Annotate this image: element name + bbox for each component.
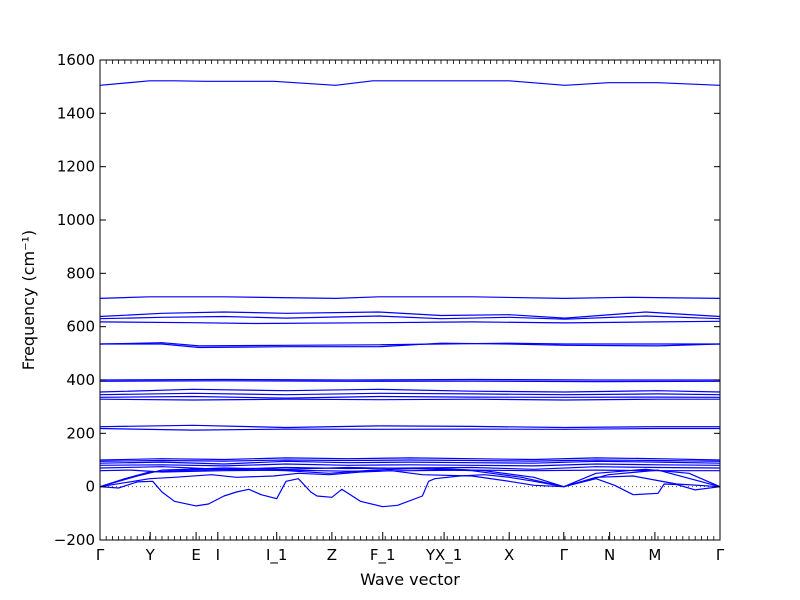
y-axis-label-unit: (cm⁻¹): [19, 230, 38, 282]
y-tick-label: 800: [66, 264, 95, 282]
x-tick-label: Γ: [716, 546, 725, 564]
band-line-18: [99, 460, 721, 465]
x-tick-label: Γ: [96, 546, 105, 564]
y-axis-label-text: Frequency: [19, 288, 38, 371]
axes: −200 0 200 400 600 800 1000 1200 1400 1600 Γ Y E I I_1…: [54, 51, 725, 565]
y-tick-label: 1400: [57, 104, 95, 122]
y-tick-label: 600: [66, 318, 95, 336]
band-line-14: [99, 424, 720, 429]
y-tick-label: 1200: [57, 158, 95, 176]
x-tick-label: Y: [145, 546, 156, 564]
band-line-2: [99, 296, 721, 299]
y-tick-label: 200: [66, 424, 95, 442]
band-line-1: [99, 80, 721, 86]
y-tick-label: 1000: [57, 211, 95, 229]
x-tick-label: I: [216, 546, 220, 564]
y-axis-label: Frequency (cm⁻¹): [19, 230, 38, 370]
x-tick-label: YX_1: [425, 546, 462, 565]
band-line-4: [99, 315, 721, 320]
plot-area: [99, 80, 721, 508]
band-line-3: [99, 311, 721, 319]
band-line-13: [99, 398, 720, 401]
band-line-19: [99, 463, 721, 467]
band-line-5: [99, 320, 721, 325]
band-line-17: [99, 459, 721, 462]
y-tick-label: 1600: [57, 51, 95, 69]
band-line-9: [99, 380, 721, 383]
x-tick-label: I_1: [266, 546, 287, 565]
x-axis-label: Wave vector: [360, 570, 460, 589]
x-tick-label: N: [604, 546, 615, 564]
band-line-23: [99, 466, 721, 488]
band-line-16: [99, 457, 721, 461]
x-tick-label: X: [504, 546, 514, 564]
y-tick-label: −200: [54, 531, 95, 549]
band-line-8: [99, 378, 720, 381]
x-tick-label: Z: [327, 546, 337, 564]
y-tick-label: 0: [85, 478, 95, 496]
band-line-24: [99, 474, 721, 508]
band-line-10: [99, 388, 721, 393]
y-tick-label: 400: [66, 371, 95, 389]
x-tick-label: M: [648, 546, 661, 564]
band-line-12: [99, 395, 721, 399]
band-line-11: [99, 392, 721, 396]
band-line-15: [99, 427, 720, 431]
band-line-22: [99, 467, 721, 488]
band-line-25: [99, 470, 721, 488]
band-line-7: [99, 342, 720, 347]
x-tick-label: F_1: [370, 546, 396, 565]
x-tick-label: Γ: [560, 546, 569, 564]
x-tick-label: E: [191, 546, 200, 564]
